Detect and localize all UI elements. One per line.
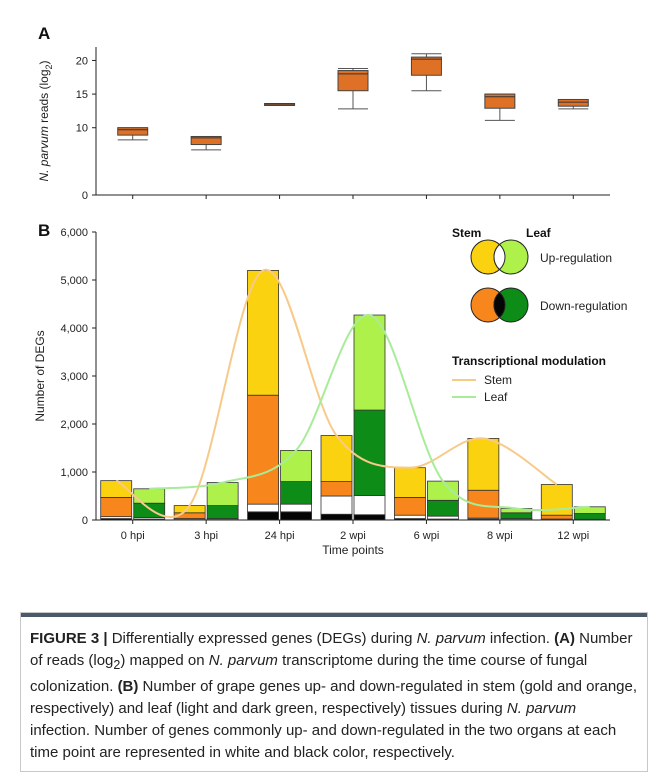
- b-leaf-bar-segment-light-green: [427, 480, 459, 501]
- b-leaf-bar-segment-dark-green: [353, 409, 386, 496]
- a-y-tick-label: 15: [76, 89, 88, 101]
- b-leaf-bar-segment-dark-green: [280, 481, 312, 505]
- b-y-axis-label: Number of DEGs: [33, 330, 47, 421]
- caption-a-label: (A): [554, 630, 575, 647]
- b-stem-bar-segment-black: [247, 511, 279, 521]
- legend-modulation-title: Transcriptional modulation: [452, 354, 606, 368]
- legend-leaf-line-label: Leaf: [484, 390, 508, 404]
- a-y-tick-label: 20: [76, 55, 88, 67]
- b-y-tick-label: 2,000: [60, 419, 88, 431]
- b-y-tick-label: 3,000: [60, 371, 88, 383]
- b-stem-bar-segment-gold: [394, 467, 426, 498]
- panel-a-letter: A: [38, 24, 50, 43]
- legend-up-label: Up-regulation: [540, 251, 612, 265]
- panel-b-letter: B: [38, 221, 50, 240]
- caption-label: FIGURE 3 |: [30, 630, 108, 647]
- b-leaf-bar-segment-light-green: [133, 488, 166, 504]
- b-leaf-bar-segment-dark-green: [427, 499, 459, 517]
- b-leaf-bar-segment-dark-green: [206, 505, 239, 519]
- b-y-tick-label: 1,000: [60, 467, 88, 479]
- caption-subscript: 2: [113, 658, 121, 672]
- caption-text: infection. Number of genes commonly up- …: [30, 722, 617, 761]
- b-y-tick-label: 6,000: [60, 227, 88, 239]
- b-stem-bar-segment-white: [247, 503, 279, 513]
- legend-up-venn-overlap: [493, 243, 506, 271]
- b-stem-bar-segment-gold: [467, 437, 500, 491]
- b-leaf-bar-segment-black: [280, 511, 312, 521]
- b-stem-bar-segment-orange: [320, 481, 353, 497]
- caption-accent-bar: [20, 612, 648, 617]
- b-x-tick-label: 8 wpi: [487, 530, 513, 542]
- legend-stem-header: Stem: [452, 226, 481, 240]
- legend-down-venn-overlap: [493, 291, 506, 319]
- b-stem-bar-segment-gold: [320, 435, 353, 482]
- figure-caption: FIGURE 3 | Differentially expressed gene…: [30, 628, 640, 764]
- b-leaf-bar-segment-black: [353, 514, 386, 521]
- b-leaf-trend-line: [149, 314, 590, 512]
- b-x-tick-label: 0 hpi: [121, 530, 145, 542]
- caption-text: Number of reads (log: [30, 630, 633, 669]
- b-stem-bar-segment-black: [320, 513, 353, 521]
- caption-text: ) mapped on: [120, 652, 209, 669]
- b-leaf-bar-segment-light-green: [206, 482, 239, 506]
- b-leaf-bar-segment-white: [280, 503, 312, 513]
- caption-box: [20, 612, 648, 772]
- b-stem-bar-segment-white: [320, 495, 353, 515]
- b-x-axis-label: Time points: [322, 543, 384, 557]
- caption-text: Differentially expressed genes (DEGs) du…: [107, 630, 417, 647]
- caption-b-label: (B): [117, 678, 139, 695]
- b-leaf-bar-segment-white: [353, 495, 386, 516]
- a-y-tick-label: 10: [76, 123, 88, 135]
- b-leaf-bar-segment-light-green: [353, 314, 386, 411]
- legend-down-label: Down-regulation: [540, 299, 627, 313]
- b-x-tick-label: 2 wpi: [340, 530, 366, 542]
- caption-species: N. parvum: [506, 700, 577, 717]
- caption-species: N. parvum: [208, 652, 278, 669]
- caption-species: N. parvum: [416, 630, 486, 647]
- b-x-tick-label: 12 wpi: [557, 530, 589, 542]
- b-x-tick-label: 24 hpi: [265, 530, 295, 542]
- b-x-tick-label: 6 wpi: [414, 530, 440, 542]
- panel-a-boxplot: 0 10 15 20 N. parvum reads (log2): [37, 47, 610, 202]
- b-stem-trend-line: [115, 269, 558, 519]
- panel-b-legend: Stem Leaf Up-regulation Down-regulation Tran…: [452, 226, 627, 404]
- legend-stem-line-label: Stem: [484, 373, 512, 387]
- b-stem-bar-segment-white: [394, 514, 426, 519]
- a-box: [190, 135, 222, 146]
- b-x-tick-label: 3 hpi: [194, 530, 218, 542]
- a-y-tick-label: 0: [82, 190, 88, 202]
- b-leaf-bar-segment-white: [427, 515, 459, 520]
- b-y-tick-label: 0: [82, 515, 88, 527]
- caption-text: infection.: [485, 630, 555, 647]
- b-leaf-bar-segment-dark-green: [573, 513, 606, 520]
- b-leaf-bar-segment-light-green: [280, 449, 312, 482]
- a-box: [484, 93, 516, 109]
- b-leaf-bar-segment-dark-green: [500, 512, 533, 519]
- a-box: [117, 127, 149, 136]
- a-box: [337, 70, 369, 92]
- b-stem-bar-segment-orange: [247, 394, 279, 505]
- caption-text: transcriptome during the time course of …: [30, 652, 588, 695]
- b-stem-bar-segment-orange: [394, 497, 426, 516]
- caption-text: Number of grape genes up- and down-regul…: [30, 678, 638, 717]
- panel-b-stacked-bars: 0 1,000 2,000 3,000 4,000 5,000 6,000 0 hpi 3 hp…: [33, 227, 610, 557]
- b-stem-bar-segment-orange: [100, 497, 133, 518]
- a-y-axis-label: N. parvum reads (log2): [37, 60, 54, 181]
- b-y-tick-label: 4,000: [60, 323, 88, 335]
- figure-canvas: A B 0 10 15 20 N. parvum reads (log2) 0 1,000…: [33, 24, 627, 557]
- b-stem-bar-segment-orange: [540, 514, 573, 520]
- legend-leaf-header: Leaf: [526, 226, 552, 240]
- a-box: [557, 98, 589, 107]
- b-y-tick-label: 5,000: [60, 275, 88, 287]
- a-box: [410, 56, 442, 76]
- b-stem-bar-segment-gold: [247, 269, 279, 396]
